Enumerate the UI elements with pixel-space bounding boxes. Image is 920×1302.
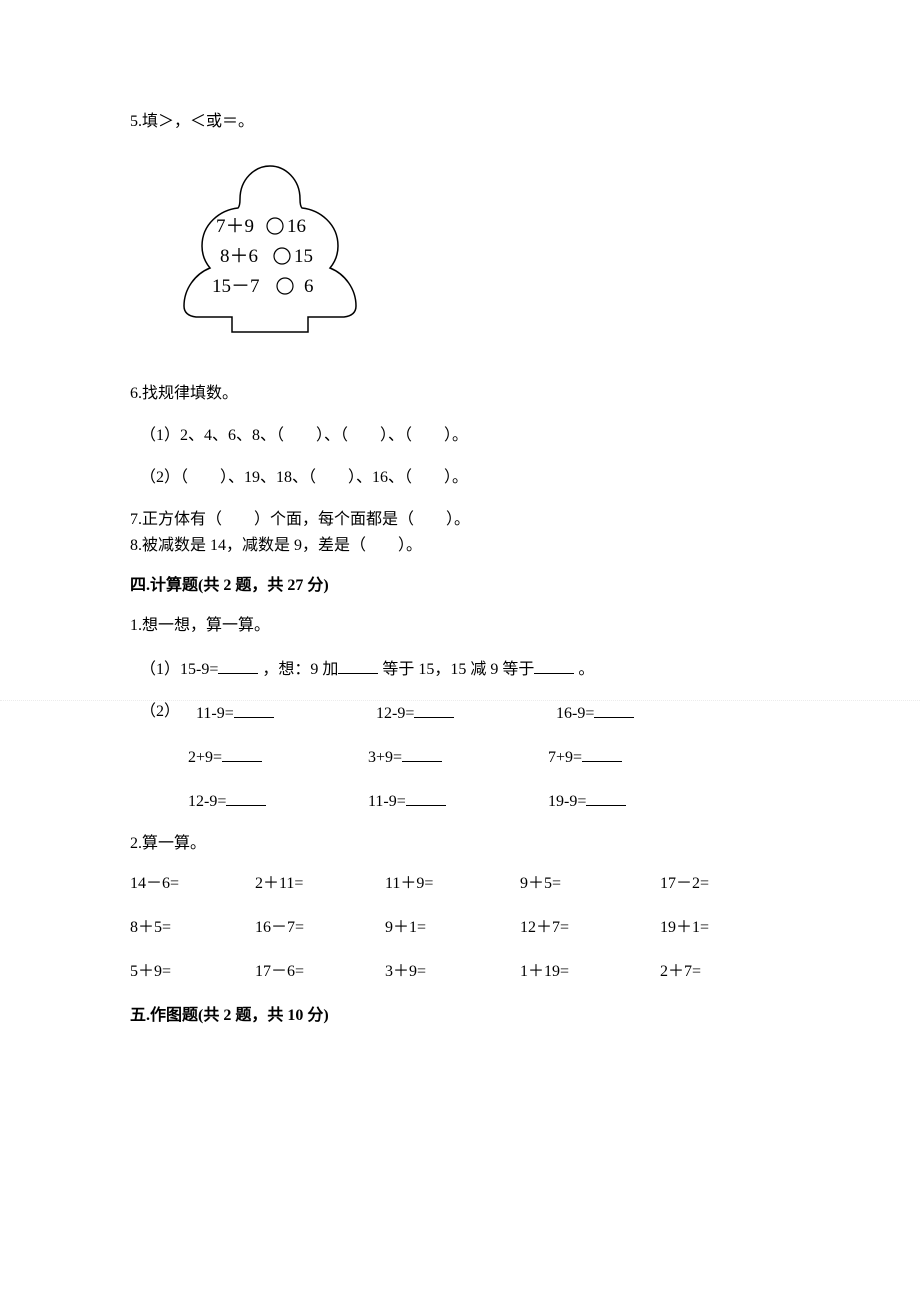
s4-q1-title: 1.想一想，算一算。: [130, 614, 790, 638]
blank[interactable]: [594, 700, 634, 718]
cell: 2＋7=: [660, 960, 770, 984]
expr: 12-9=: [376, 705, 414, 722]
cell: 12-9=: [188, 788, 368, 814]
blank[interactable]: [226, 788, 266, 806]
s4-q1-l1d: 。: [578, 661, 594, 678]
svg-text:16: 16: [287, 216, 306, 237]
cell: 19＋1=: [660, 916, 770, 940]
blank[interactable]: [218, 656, 258, 674]
expr: 7+9=: [548, 749, 582, 766]
q7-text: 7.正方体有（ ）个面，每个面都是（ ）。: [130, 508, 790, 532]
s4-q1-l1b: ，想：9 加: [262, 661, 338, 678]
s4-q1-l1c: 等于 15，15 减 9 等于: [382, 661, 534, 678]
expr: 19-9=: [548, 793, 586, 810]
cell: 11＋9=: [385, 872, 520, 896]
s4-q1-row3: 12-9= 11-9= 19-9=: [188, 788, 790, 814]
cell: 19-9=: [548, 788, 728, 814]
svg-text:15: 15: [294, 246, 313, 267]
cell: 16－7=: [255, 916, 385, 940]
cell: 12-9=: [376, 700, 556, 726]
svg-text:15－7: 15－7: [212, 276, 260, 297]
cell: 3+9=: [368, 744, 548, 770]
blank[interactable]: [414, 700, 454, 718]
section4-header: 四.计算题(共 2 题，共 27 分): [130, 574, 790, 598]
cell: 16-9=: [556, 700, 736, 726]
blank[interactable]: [406, 788, 446, 806]
cell: 17－2=: [660, 872, 770, 896]
expr: 11-9=: [196, 705, 234, 722]
blank[interactable]: [338, 656, 378, 674]
cell: 2+9=: [188, 744, 368, 770]
cell: 1＋19=: [520, 960, 660, 984]
blank[interactable]: [222, 744, 262, 762]
cell: 9＋5=: [520, 872, 660, 896]
expr: 11-9=: [368, 793, 406, 810]
s4-q2-table: 14－6= 2＋11= 11＋9= 9＋5= 17－2= 8＋5= 16－7= …: [130, 872, 790, 984]
cell: 17－6=: [255, 960, 385, 984]
blank[interactable]: [582, 744, 622, 762]
expr: 12-9=: [188, 793, 226, 810]
cell: 12＋7=: [520, 916, 660, 940]
expr: 3+9=: [368, 749, 402, 766]
svg-text:7＋9: 7＋9: [216, 216, 254, 237]
q6-sub2: （2）（ ）、19、18、（ ）、16、（ ）。: [140, 466, 790, 490]
table-row: 14－6= 2＋11= 11＋9= 9＋5= 17－2=: [130, 872, 790, 896]
expr: 16-9=: [556, 705, 594, 722]
q5-diagram: 7＋9 16 8＋6 15 15－7 6: [160, 154, 790, 352]
table-row: 8＋5= 16－7= 9＋1= 12＋7= 19＋1=: [130, 916, 790, 940]
s4-q1-l1a: （1）15-9=: [140, 661, 218, 678]
q6-title: 6.找规律填数。: [130, 382, 790, 406]
q6-sub1: （1）2、4、6、8、（ ）、（ ）、（ ）。: [140, 424, 790, 448]
table-row: 5＋9= 17－6= 3＋9= 1＋19= 2＋7=: [130, 960, 790, 984]
s4-q1-row2: 2+9= 3+9= 7+9=: [188, 744, 790, 770]
cell: 5＋9=: [130, 960, 255, 984]
cell: 9＋1=: [385, 916, 520, 940]
cell: 14－6=: [130, 872, 255, 896]
q5-title: 5.填＞，＜或＝。: [130, 110, 790, 134]
q8-text: 8.被减数是 14，减数是 9，差是（ ）。: [130, 534, 790, 558]
svg-text:8＋6: 8＋6: [220, 246, 258, 267]
blank[interactable]: [586, 788, 626, 806]
watermark-line: [0, 700, 920, 701]
blank[interactable]: [402, 744, 442, 762]
section5-header: 五.作图题(共 2 题，共 10 分): [130, 1004, 790, 1028]
svg-text:6: 6: [304, 276, 314, 297]
s4-q1-l2label: （2）: [140, 700, 196, 726]
cell: 11-9=: [368, 788, 548, 814]
expr: 2+9=: [188, 749, 222, 766]
cell: 8＋5=: [130, 916, 255, 940]
blank[interactable]: [234, 700, 274, 718]
cell: 11-9=: [196, 700, 376, 726]
cell: 2＋11=: [255, 872, 385, 896]
s4-q1-row1: （2） 11-9= 12-9= 16-9=: [140, 700, 790, 726]
cell: 7+9=: [548, 744, 728, 770]
cell: 3＋9=: [385, 960, 520, 984]
s4-q1-line1: （1）15-9= ，想：9 加 等于 15，15 减 9 等于 。: [140, 656, 790, 682]
blank[interactable]: [534, 656, 574, 674]
s4-q2-title: 2.算一算。: [130, 832, 790, 856]
